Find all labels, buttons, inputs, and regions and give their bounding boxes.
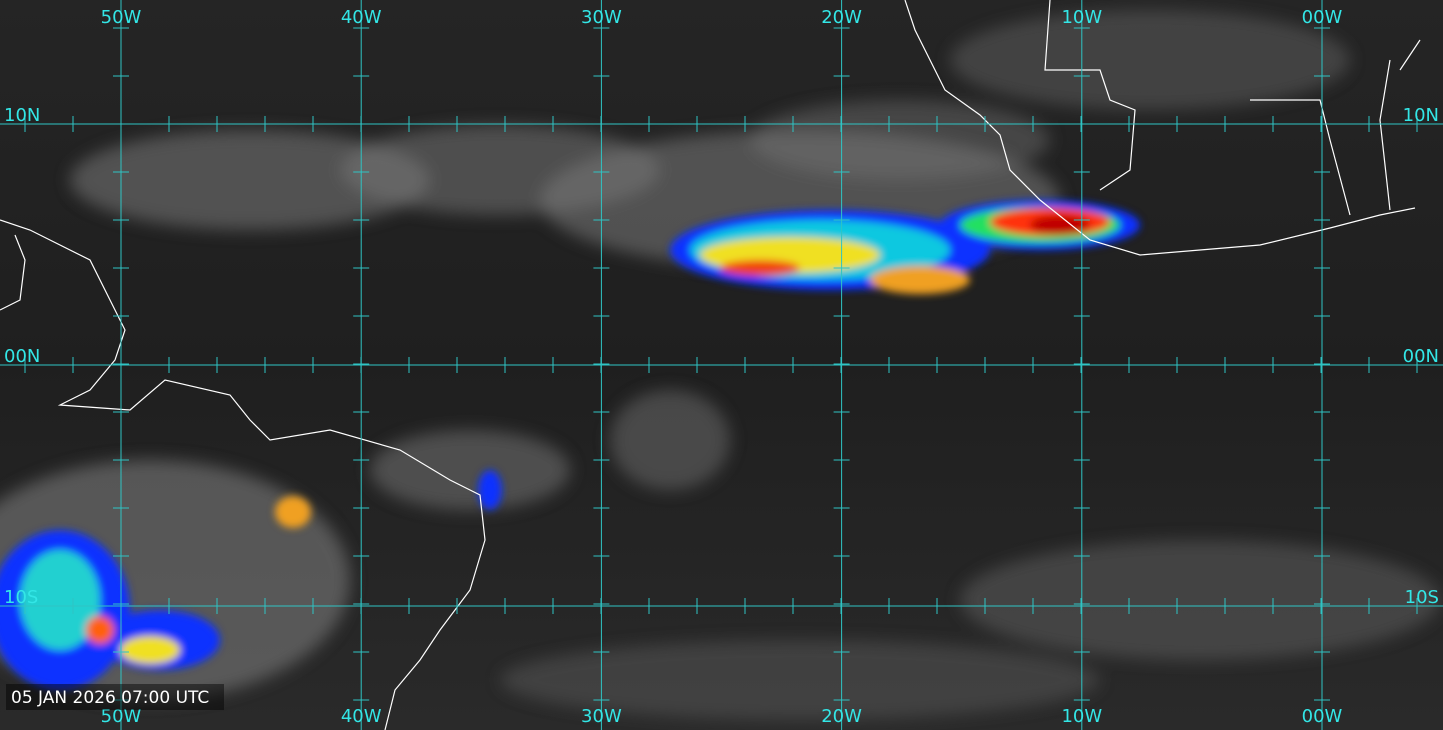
longitude-label: 30W: [581, 7, 622, 28]
longitude-label: 40W: [341, 706, 382, 727]
longitude-label: 50W: [101, 706, 142, 727]
longitude-label: 50W: [101, 7, 142, 28]
longitude-label: 10W: [1061, 7, 1102, 28]
longitude-label: 30W: [581, 706, 622, 727]
latitude-label: 00N: [1403, 346, 1439, 367]
timestamp: 05 JAN 2026 07:00 UTC: [11, 688, 209, 708]
longitude-label: 00W: [1302, 706, 1343, 727]
latitude-label: 10N: [1403, 105, 1439, 126]
latitude-label: 10S: [4, 587, 38, 608]
convection: [0, 200, 1140, 690]
graticule-labels: 50W 50W 40W 40W 30W 30W 20W 20W 10W 10W 00W 00W 10N 1…: [4, 7, 1439, 727]
latitude-label: 00N: [4, 346, 40, 367]
latitude-label: 10N: [4, 105, 40, 126]
longitude-label: 20W: [821, 7, 862, 28]
longitude-label: 00W: [1302, 7, 1343, 28]
longitude-label: 10W: [1061, 706, 1102, 727]
longitude-label: 40W: [341, 7, 382, 28]
timestamp-box: [6, 684, 224, 710]
longitude-label: 20W: [821, 706, 862, 727]
latitude-label: 10S: [1405, 587, 1439, 608]
